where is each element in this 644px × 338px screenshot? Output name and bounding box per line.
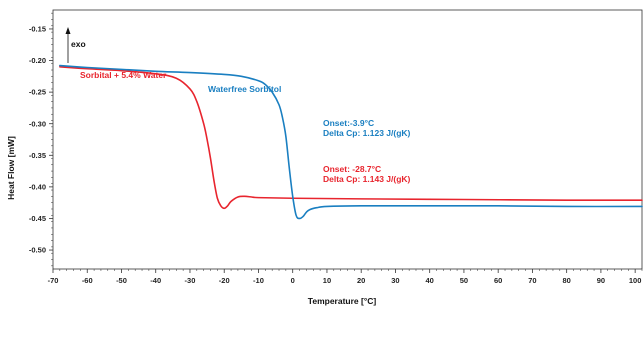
y-tick-label: -0.30 [29,119,46,128]
y-tick-label: -0.25 [29,88,46,97]
exo-arrowhead-icon [65,27,71,34]
y-tick-label: -0.50 [29,246,46,255]
annotation-sorbital-onset: Onset: -28.7°C [323,164,381,174]
x-tick-label: -70 [48,276,59,285]
x-tick-label: 40 [426,276,434,285]
y-tick-label: -0.20 [29,56,46,65]
annotation-waterfree-onset: Onset:-3.9°C [323,118,374,128]
x-axis-title: Temperature [°C] [308,296,377,306]
y-axis: -0.15 -0.20 -0.25 -0.30 -0.35 -0.40 -0.45 -0.50 [29,12,53,267]
x-tick-label: 50 [460,276,468,285]
x-tick-label: -30 [185,276,196,285]
y-tick-label: -0.35 [29,151,46,160]
series-lines [59,64,643,220]
x-tick-label: 60 [494,276,502,285]
x-tick-label: 70 [528,276,536,285]
x-tick-label: -20 [219,276,230,285]
y-tick-label: -0.15 [29,25,46,34]
series-label-sorbital-water: Sorbital + 5.4% Water [80,70,167,80]
x-tick-label: -60 [82,276,93,285]
x-tick-label: 100 [629,276,642,285]
x-tick-label: -50 [116,276,127,285]
annotation-sorbital-delta-cp: Delta Cp: 1.143 J/(gK) [323,174,411,184]
series-line-waterfree-sorbitol [59,64,643,220]
y-tick-label: -0.45 [29,214,46,223]
annotation-waterfree-delta-cp: Delta Cp: 1.123 J/(gK) [323,128,411,138]
x-tick-label: 80 [562,276,570,285]
plot-frame [52,9,643,270]
series-line-sorbital-water [59,66,643,210]
y-tick-label: -0.40 [29,182,46,191]
x-tick-label: -40 [150,276,161,285]
series-label-waterfree-sorbitol: Waterfree Sorbitol [208,84,281,94]
x-axis: -70 -60 -50 -40 -30 -20 -10 0 10 20 30 40 50 60 70 80 90… [48,269,643,285]
x-tick-label: 30 [391,276,399,285]
x-tick-label: -10 [253,276,264,285]
x-tick-label: 10 [323,276,331,285]
x-tick-label: 90 [597,276,605,285]
exo-label: exo [71,39,86,49]
x-tick-label: 0 [291,276,295,285]
x-tick-label: 20 [357,276,365,285]
y-axis-title: Heat Flow [mW] [6,136,16,200]
